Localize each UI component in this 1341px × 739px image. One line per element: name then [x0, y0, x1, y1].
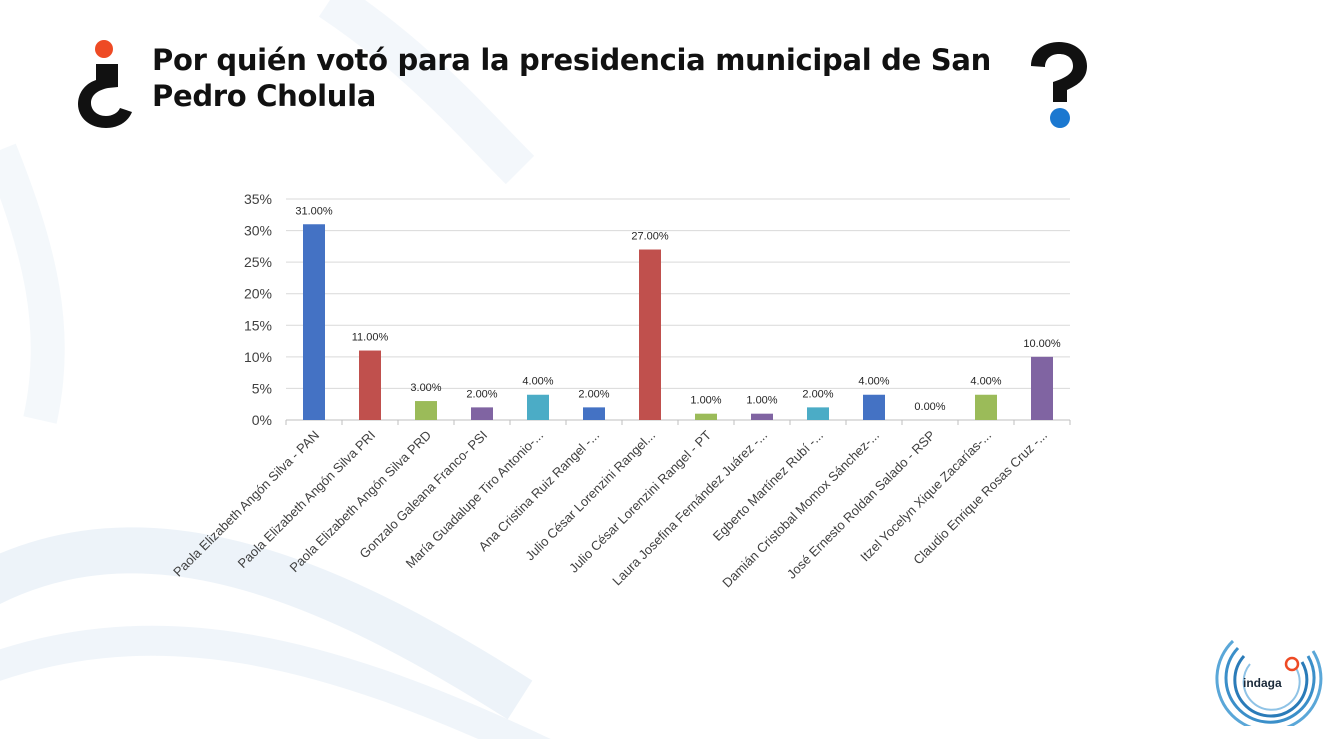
bar	[527, 394, 549, 420]
y-tick-label: 25%	[244, 254, 272, 270]
inverted-question-mark-icon	[78, 40, 132, 128]
bar	[863, 394, 885, 420]
y-tick-label: 0%	[252, 412, 272, 428]
bar	[751, 413, 773, 420]
page-title: Por quién votó para la presidencia munic…	[152, 43, 992, 113]
data-label: 2.00%	[578, 388, 609, 400]
bar	[303, 224, 325, 420]
data-label: 3.00%	[410, 382, 441, 394]
data-label: 1.00%	[746, 395, 777, 407]
bar	[807, 407, 829, 420]
data-label: 10.00%	[1023, 338, 1061, 350]
data-label: 4.00%	[858, 376, 889, 388]
y-tick-label: 15%	[244, 317, 272, 333]
blue-dot-icon	[1050, 108, 1070, 128]
data-label: 11.00%	[352, 332, 389, 344]
x-tick-label: Egberto Martínez Rubí -...	[710, 428, 826, 544]
y-tick-label: 5%	[252, 380, 272, 396]
data-label: 2.00%	[466, 388, 497, 400]
y-tick-label: 35%	[244, 191, 272, 207]
bar	[583, 407, 605, 420]
bar	[975, 394, 997, 420]
logo-text: indaga	[1243, 676, 1282, 690]
y-tick-label: 30%	[244, 223, 272, 239]
data-label: 4.00%	[970, 376, 1001, 388]
orange-dot-icon	[95, 40, 113, 58]
bar	[359, 350, 381, 420]
y-tick-label: 20%	[244, 286, 272, 302]
bar	[415, 401, 437, 420]
data-label: 1.00%	[690, 395, 721, 407]
bar	[1031, 356, 1053, 420]
indaga-logo-icon	[1215, 639, 1323, 726]
data-label: 2.00%	[802, 388, 833, 400]
data-label: 27.00%	[631, 231, 669, 243]
bar	[695, 413, 717, 420]
bar	[639, 249, 661, 420]
question-mark-icon	[1031, 42, 1087, 128]
bar	[471, 407, 493, 420]
data-label: 31.00%	[295, 205, 333, 217]
data-label: 0.00%	[914, 401, 945, 413]
data-label: 4.00%	[522, 376, 553, 388]
y-tick-label: 10%	[244, 349, 272, 365]
